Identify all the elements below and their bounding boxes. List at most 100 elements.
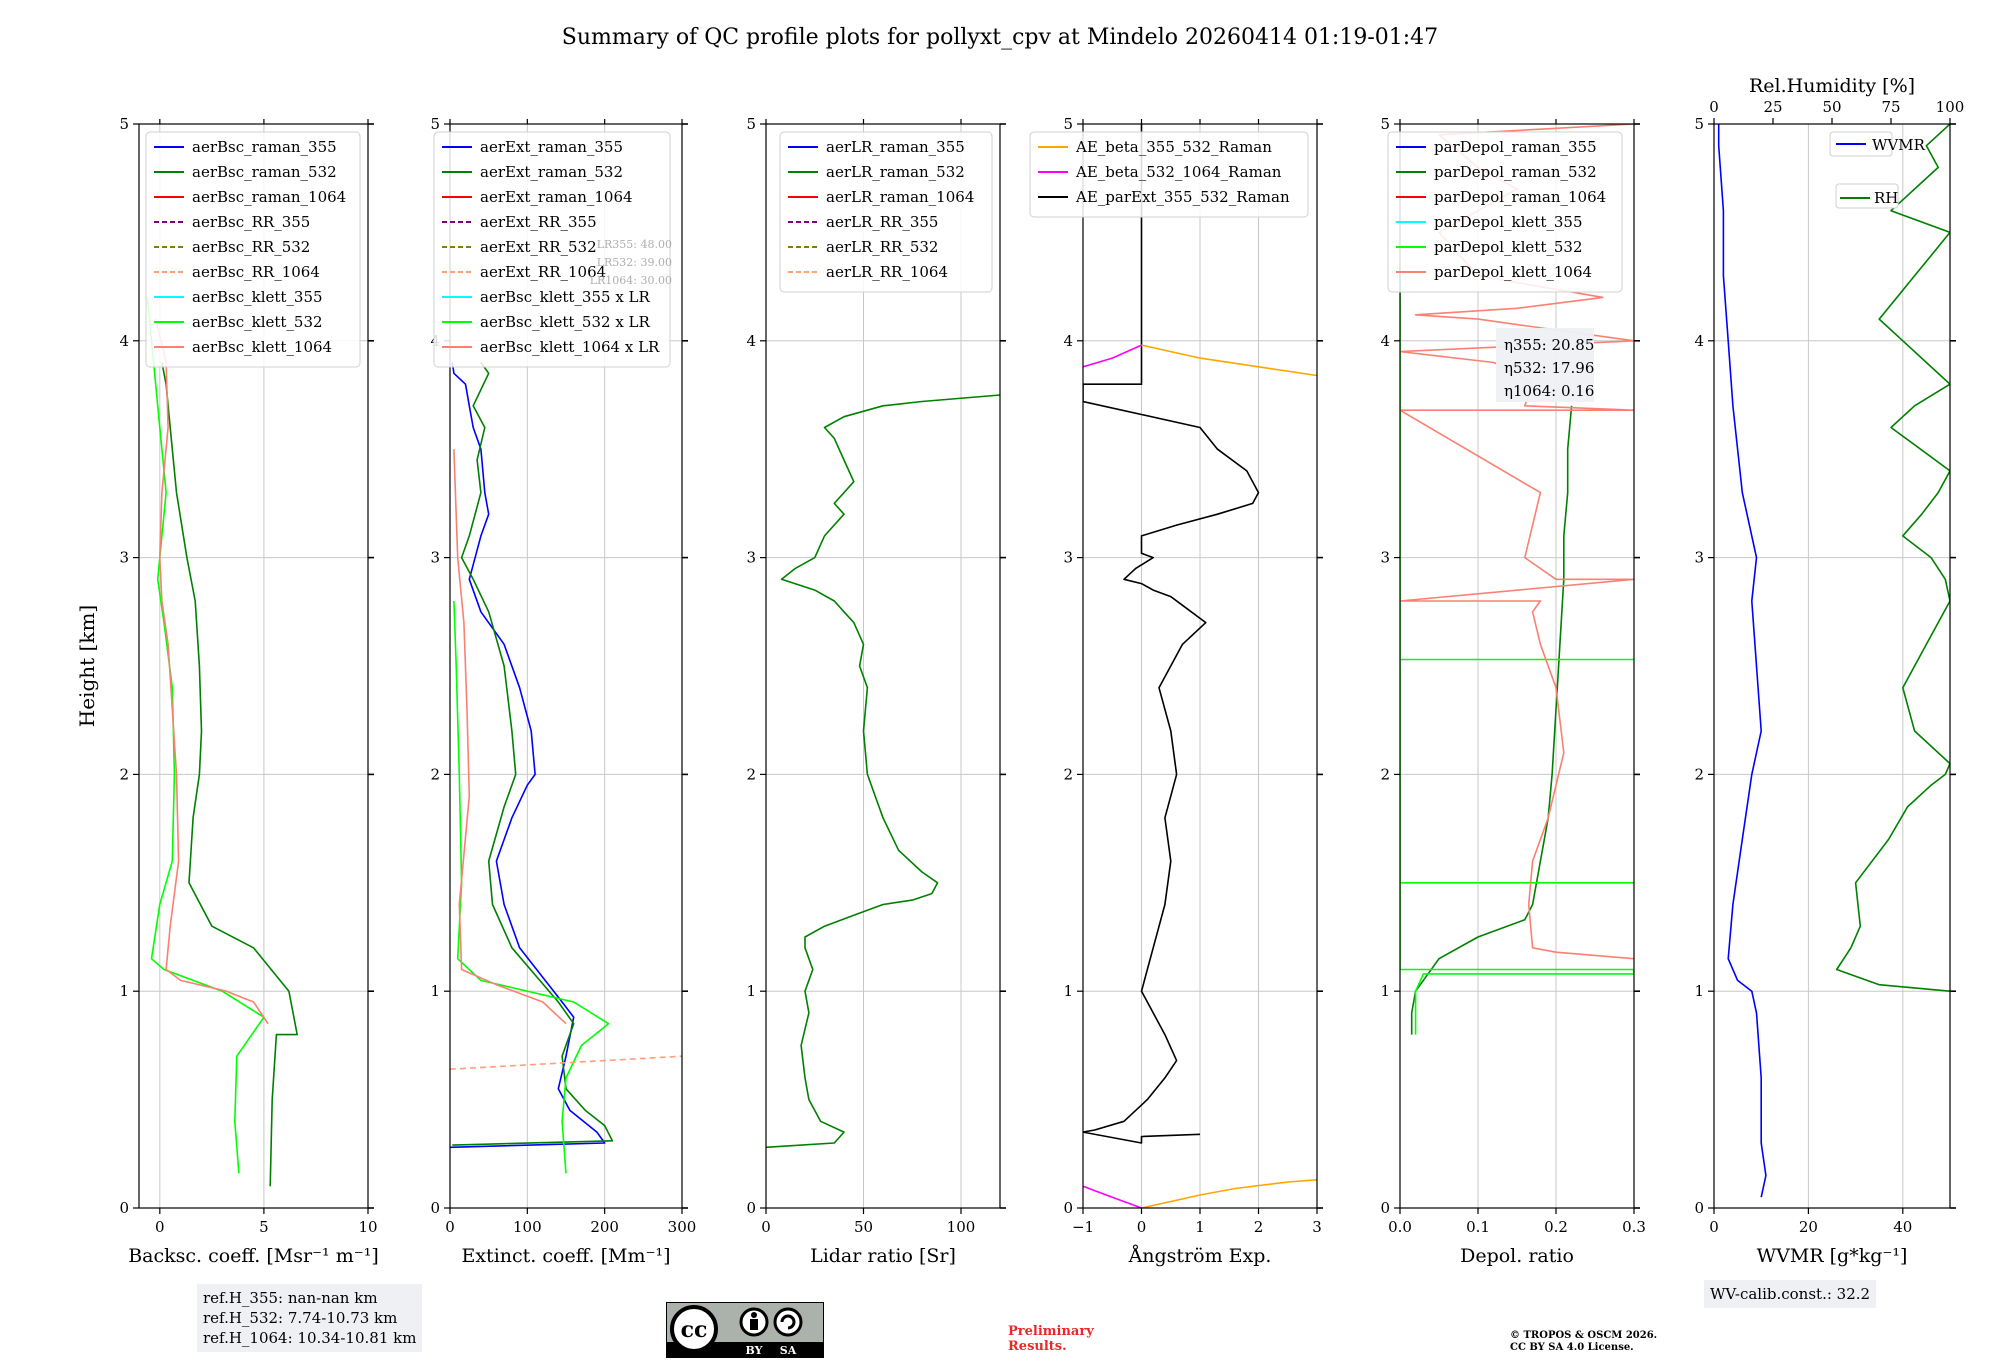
y-tick-label: 1 — [430, 982, 440, 1000]
x-tick-label: 20 — [1799, 1218, 1818, 1236]
legend-entry: aerBsc_raman_1064 — [192, 188, 346, 206]
cc-icon — [670, 1305, 718, 1353]
legend-entry: aerBsc_RR_532 — [192, 238, 310, 256]
cc-by-label: BY — [746, 1344, 763, 1357]
x-axis-label: Backsc. coeff. [Msr⁻¹ m⁻¹] — [128, 1245, 379, 1267]
panel-ext: 0100200300012345Extinct. coeff. [Mm⁻¹]ae… — [430, 115, 696, 1267]
x-tick-label: 200 — [590, 1218, 619, 1236]
legend-box — [1387, 131, 1623, 293]
legend-entry: aerExt_RR_1064 — [480, 263, 606, 281]
y-tick-label: 3 — [1694, 549, 1704, 567]
y-tick-label: 2 — [119, 765, 129, 783]
legend-entry: aerBsc_klett_532 x LR — [480, 313, 651, 331]
copyright-line-2: CC BY SA 4.0 License. — [1510, 1342, 1634, 1353]
y-tick-label: 0 — [119, 1199, 129, 1217]
axes-frame — [765, 123, 1001, 1209]
series-line-aerBsc_klett_1064 — [154, 318, 269, 1025]
x-tick-label: 1 — [1195, 1218, 1205, 1236]
series-line-aerLR_raman_532 — [766, 394, 1000, 1149]
legend-entry: aerExt_raman_355 — [480, 138, 623, 156]
legend-box — [145, 131, 361, 368]
legend-entry: WVMR — [1872, 136, 1926, 154]
axes-frame — [1399, 123, 1635, 1209]
series-line-aerExt_RR_1064 — [450, 1055, 682, 1070]
y-tick-label: 2 — [1380, 765, 1390, 783]
cc-by-sa-badge: cc BY SA — [666, 1302, 824, 1358]
copyright-line-1: © TROPOS & OSCM 2026. — [1510, 1330, 1658, 1341]
y-tick-label: 4 — [1063, 332, 1073, 350]
ref-height-355: ref.H_355: nan-nan km — [203, 1289, 378, 1307]
legend-entry: aerLR_RR_532 — [826, 238, 938, 256]
lr-annotation: LR355: 48.00 — [597, 238, 672, 251]
x-tick-label: 100 — [947, 1218, 976, 1236]
x-tick-label: 5 — [259, 1218, 269, 1236]
legend-entry: aerLR_raman_532 — [826, 163, 965, 181]
legend-entry: AE_beta_532_1064_Raman — [1075, 163, 1282, 181]
lr-annotation: LR532: 39.00 — [597, 256, 672, 269]
x-tick-label: 0 — [1709, 1218, 1719, 1236]
y-tick-label: 1 — [1694, 982, 1704, 1000]
x-tick-label: 0.2 — [1544, 1218, 1568, 1236]
y-tick-label: 3 — [119, 549, 129, 567]
figure-title: Summary of QC profile plots for pollyxt_… — [562, 25, 1438, 50]
wv-calibration-constant: WV-calib.const.: 32.2 — [1710, 1285, 1871, 1303]
x-tick-label: 0 — [761, 1218, 771, 1236]
series-line-aerBsc_klett_532 — [146, 297, 265, 1174]
legend-entry: aerBsc_RR_1064 — [192, 263, 320, 281]
series-line-aerBsc_klett_532 x LR — [453, 600, 610, 1174]
legend-entry: parDepol_klett_532 — [1434, 238, 1583, 256]
x-tick-label: 300 — [668, 1218, 697, 1236]
legend-entry: AE_parExt_355_532_Raman — [1075, 188, 1290, 206]
x-tick-label: −1 — [1072, 1218, 1094, 1236]
series-line-parDepol_klett_532 — [1400, 275, 1634, 1035]
top-x-tick-label: 50 — [1822, 98, 1841, 116]
y-tick-label: 1 — [746, 982, 756, 1000]
axes-frame — [138, 123, 369, 1209]
legend-entry: parDepol_klett_355 — [1434, 213, 1583, 231]
legend-entry: aerLR_raman_1064 — [826, 188, 974, 206]
series-group — [450, 362, 682, 1174]
x-tick-label: 10 — [358, 1218, 377, 1236]
x-tick-label: 100 — [513, 1218, 542, 1236]
y-tick-label: 4 — [1694, 332, 1704, 350]
legend-entry: RH — [1874, 189, 1898, 207]
legend-entry: aerBsc_RR_355 — [192, 213, 310, 231]
legend-entry: aerLR_RR_1064 — [826, 263, 948, 281]
legend-entry: aerExt_raman_532 — [480, 163, 623, 181]
series-line-AE_beta_532_1064_Raman — [1083, 1185, 1142, 1208]
y-tick-label: 2 — [1694, 765, 1704, 783]
x-axis-label: WVMR [g*kg⁻¹] — [1757, 1245, 1908, 1267]
y-tick-label: 2 — [430, 765, 440, 783]
y-tick-label: 4 — [119, 332, 129, 350]
legend-box — [1029, 131, 1309, 218]
legend-entry: aerBsc_klett_532 — [192, 313, 323, 331]
x-tick-label: 0 — [445, 1218, 455, 1236]
top-x-tick-label: 0 — [1709, 98, 1719, 116]
legend-entry: aerBsc_klett_1064 — [192, 338, 332, 356]
preliminary-results-note: Preliminary Results. — [1008, 1324, 1094, 1354]
preliminary-line-1: Preliminary — [1008, 1324, 1094, 1339]
series-line-AE_parExt_355_532_Raman — [1083, 124, 1260, 1144]
y-tick-label: 5 — [1694, 115, 1704, 133]
cc-sa-label: SA — [780, 1344, 797, 1357]
y-tick-label: 5 — [746, 115, 756, 133]
y-tick-label: 5 — [1063, 115, 1073, 133]
legend-entry: AE_beta_355_532_Raman — [1075, 138, 1272, 156]
legend-entry: parDepol_raman_532 — [1434, 163, 1597, 181]
y-tick-label: 5 — [119, 115, 129, 133]
y-tick-label: 3 — [430, 549, 440, 567]
x-tick-label: 0.0 — [1388, 1218, 1412, 1236]
x-tick-label: 0.1 — [1466, 1218, 1490, 1236]
legend-box — [779, 131, 993, 293]
series-line-AE_beta_355_532_Raman — [1141, 1179, 1317, 1208]
y-tick-label: 0 — [746, 1199, 756, 1217]
y-tick-label: 3 — [1063, 549, 1073, 567]
top-x-tick-label: 100 — [1936, 98, 1965, 116]
y-tick-label: 4 — [1380, 332, 1390, 350]
y-tick-label: 5 — [1380, 115, 1390, 133]
legend-entry: parDepol_klett_1064 — [1434, 263, 1592, 281]
legend-entry: aerBsc_raman_355 — [192, 138, 337, 156]
legend-box — [433, 131, 671, 368]
x-axis-label: Depol. ratio — [1460, 1245, 1574, 1267]
